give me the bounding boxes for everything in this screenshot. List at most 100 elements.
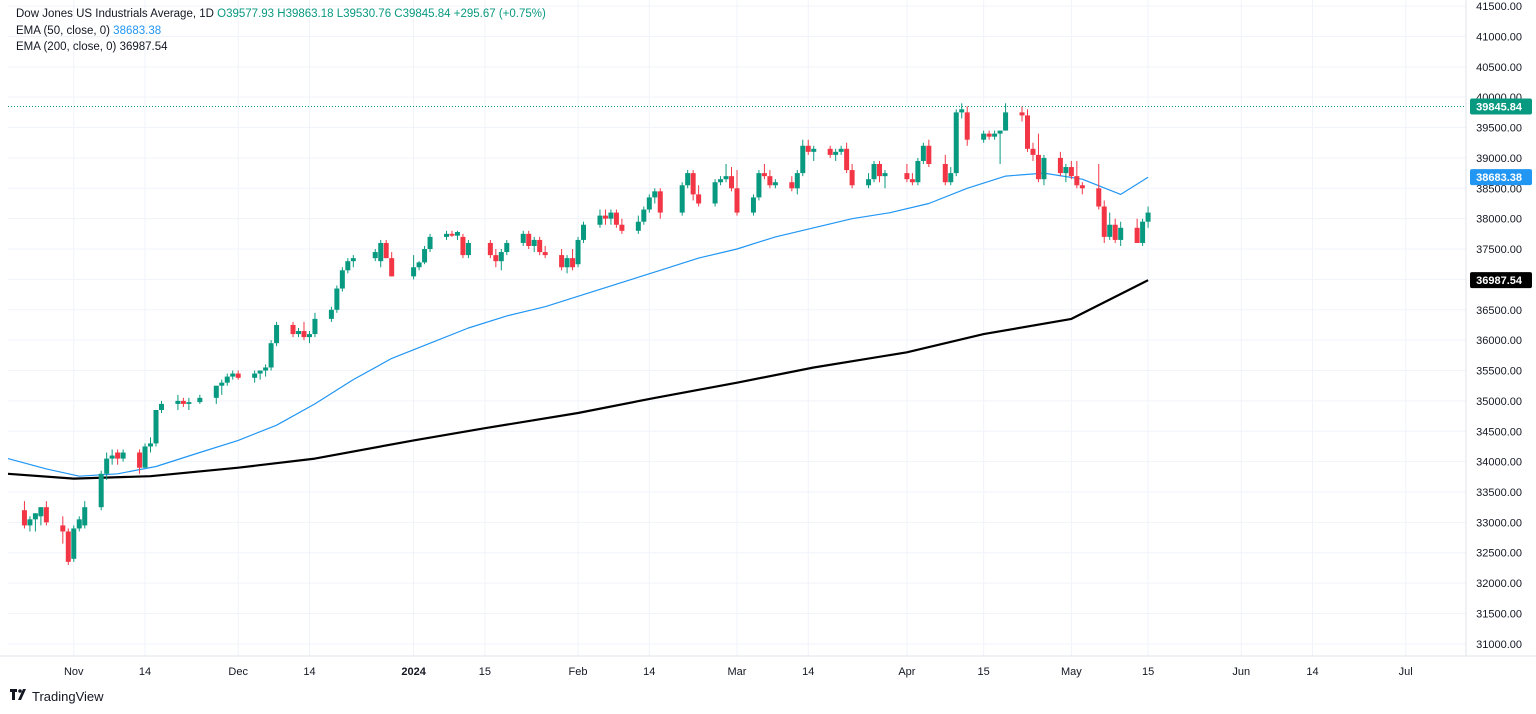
chart-grid [8, 0, 1466, 656]
candle [296, 328, 302, 338]
candle-body [866, 179, 872, 186]
candle [1145, 206, 1151, 228]
candle [411, 255, 417, 280]
y-axis-tick-label: 40500.00 [1476, 62, 1522, 74]
candle [213, 385, 219, 404]
candle [964, 106, 970, 146]
candle-body [504, 242, 510, 253]
candle [38, 507, 44, 526]
candle-body [21, 510, 27, 526]
candle-body [1035, 154, 1041, 180]
candle [882, 170, 888, 189]
ema50-line [7, 172, 1149, 477]
ema50-label: EMA (50, close, 0) [16, 24, 110, 37]
candle-body [43, 507, 49, 523]
legend-ema200-row[interactable]: EMA (200, close, 0) 36987.54 [16, 39, 546, 56]
candle [60, 516, 66, 544]
x-axis-tick-label: 15 [1142, 666, 1154, 678]
candle-body [252, 373, 258, 378]
candle [197, 394, 203, 404]
candle-body [274, 324, 280, 344]
candle [257, 370, 263, 380]
candle-body [613, 212, 619, 225]
y-axis-tick-label: 41500.00 [1476, 1, 1522, 13]
candle-body [953, 112, 959, 174]
candle [761, 164, 767, 180]
x-axis-tick-label: 14 [802, 666, 814, 678]
candle [71, 525, 77, 562]
legend-ema50-row[interactable]: EMA (50, close, 0) 38683.38 [16, 23, 546, 40]
candle [443, 230, 449, 240]
candle [789, 176, 795, 192]
candle [427, 233, 433, 253]
price-label-box [1470, 98, 1532, 115]
candle-body [526, 233, 532, 246]
legend-instrument-row: Dow Jones US Industrials Average, 1D O39… [16, 6, 546, 23]
candle-body [383, 242, 389, 259]
candle [866, 173, 872, 189]
candle-body [224, 376, 230, 383]
candle [230, 370, 236, 380]
candle [1074, 160, 1080, 189]
candle [1025, 109, 1031, 152]
candle [1107, 212, 1113, 240]
candle-body [838, 148, 844, 152]
candle-body [761, 173, 767, 177]
candle [350, 255, 356, 268]
candle-body [1041, 157, 1047, 180]
candle [729, 167, 735, 192]
candle-body [948, 173, 954, 183]
price-label-text: 38683.38 [1476, 172, 1522, 184]
candle [520, 230, 526, 246]
candle [82, 501, 88, 529]
y-axis-tick-label: 31000.00 [1476, 639, 1522, 651]
candle [575, 236, 581, 268]
candle-body [378, 242, 384, 262]
candle [1019, 106, 1025, 122]
candle [597, 209, 603, 228]
candle-body [137, 452, 143, 468]
candle-body [498, 252, 504, 262]
candle [559, 249, 565, 271]
y-axis-tick-label: 38500.00 [1476, 183, 1522, 195]
candle-body [1068, 167, 1074, 177]
candle [422, 246, 428, 265]
candle-body [345, 261, 351, 271]
candle-body [657, 191, 663, 213]
candle [756, 170, 762, 201]
x-axis-tick-label: 14 [303, 666, 315, 678]
candle [268, 340, 274, 371]
candle [838, 145, 844, 155]
candle-body [1025, 115, 1031, 149]
candle-body [109, 455, 115, 459]
tradingview-logo[interactable]: TradingView [10, 689, 104, 704]
y-axis-tick-label: 39000.00 [1476, 153, 1522, 165]
y-axis-tick-label: 36000.00 [1476, 335, 1522, 347]
candle-body [197, 397, 203, 403]
candle [263, 364, 269, 377]
candle-body [729, 176, 735, 189]
candle [723, 164, 729, 183]
ohlc-values: O39577.93 H39863.18 L39530.76 C39845.84 … [217, 8, 546, 20]
ema200-line [7, 279, 1149, 480]
candle [602, 209, 608, 225]
candle [827, 145, 833, 158]
candle-body [537, 239, 543, 253]
candle [1112, 218, 1118, 243]
candle-body [696, 194, 702, 204]
candle-body [389, 258, 395, 277]
candle [657, 188, 663, 219]
candle [904, 164, 910, 183]
candle [158, 400, 164, 414]
candle [219, 379, 225, 395]
candle-body [1079, 185, 1085, 189]
candle [1030, 142, 1036, 161]
candle-body [1063, 167, 1069, 174]
candle-body [619, 224, 625, 231]
candle-body [608, 212, 614, 219]
candle-body [82, 507, 88, 526]
candle [449, 230, 455, 237]
candle [339, 267, 345, 292]
candle-body [104, 458, 110, 474]
